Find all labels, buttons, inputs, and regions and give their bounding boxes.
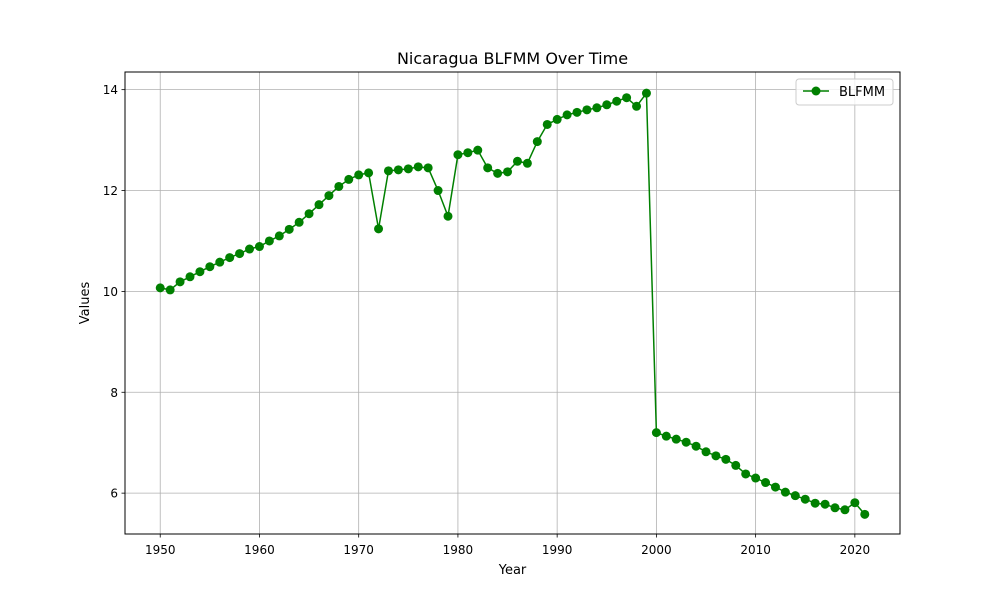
data-point [274, 231, 284, 241]
data-point [721, 454, 731, 464]
data-point [473, 145, 483, 155]
data-point [254, 242, 264, 252]
series-group [155, 88, 870, 519]
data-point [850, 498, 860, 508]
data-point [185, 272, 195, 282]
data-point [790, 491, 800, 501]
data-point [493, 168, 503, 178]
data-point [294, 217, 304, 227]
y-tick-label: 6 [110, 487, 118, 501]
data-point [443, 211, 453, 221]
data-point [423, 163, 433, 173]
data-point [403, 164, 413, 174]
data-point [632, 101, 642, 111]
data-point [681, 437, 691, 447]
legend-label: BLFMM [839, 85, 885, 100]
data-point [661, 431, 671, 441]
chart-title: Nicaragua BLFMM Over Time [397, 49, 628, 68]
legend-marker-swatch [811, 86, 821, 96]
data-point [810, 498, 820, 508]
y-tick-label: 12 [103, 184, 118, 198]
x-tick-label: 2020 [840, 543, 871, 557]
data-point [582, 105, 592, 115]
y-tick-label: 14 [103, 83, 118, 97]
data-point [354, 170, 364, 180]
data-point [800, 494, 810, 504]
plot-area-frame [124, 71, 901, 535]
data-point [592, 103, 602, 113]
data-point [651, 428, 661, 438]
data-point [314, 200, 324, 210]
data-point [334, 181, 344, 191]
x-tick-label: 2010 [740, 543, 771, 557]
data-point [433, 186, 443, 196]
y-tick-label: 10 [103, 285, 118, 299]
data-point [324, 191, 334, 201]
data-point [205, 262, 215, 272]
data-point [741, 469, 751, 479]
data-point [691, 441, 701, 451]
y-tick-label: 8 [110, 386, 118, 400]
data-point [175, 277, 185, 287]
data-point [215, 257, 225, 267]
data-point [612, 96, 622, 106]
data-point [840, 505, 850, 515]
data-point [671, 434, 681, 444]
data-point [711, 451, 721, 461]
x-tick-label: 2000 [641, 543, 672, 557]
data-point [751, 473, 761, 483]
grid-lines [125, 72, 900, 534]
x-tick-label: 1990 [542, 543, 573, 557]
x-axis-label: Year [498, 563, 527, 578]
data-point [512, 156, 522, 166]
data-point [165, 285, 175, 295]
legend: BLFMM [795, 78, 894, 106]
data-point [463, 148, 473, 158]
data-point [542, 119, 552, 129]
data-point [304, 209, 314, 219]
data-point [522, 158, 532, 168]
data-point [503, 167, 513, 177]
data-point [780, 487, 790, 497]
data-point [483, 163, 493, 173]
data-point [602, 100, 612, 110]
data-point [860, 509, 870, 519]
x-tick-label: 1970 [343, 543, 374, 557]
data-point [383, 166, 393, 176]
data-point [552, 114, 562, 124]
y-axis: 6 8 10 12 14 [103, 83, 125, 501]
data-point [622, 93, 632, 103]
data-point [572, 107, 582, 117]
data-point [830, 503, 840, 513]
data-point [393, 165, 403, 175]
y-axis-label: Values [78, 282, 93, 325]
data-point [264, 236, 274, 246]
data-point [284, 224, 294, 234]
data-point [770, 482, 780, 492]
data-point [641, 88, 651, 98]
data-point [453, 150, 463, 160]
x-tick-label: 1950 [145, 543, 176, 557]
data-point [731, 460, 741, 470]
data-point [562, 110, 572, 120]
x-tick-label: 1980 [443, 543, 474, 557]
data-point [820, 499, 830, 509]
data-point [364, 168, 374, 178]
data-point [413, 162, 423, 172]
data-point [245, 244, 255, 254]
data-point [532, 137, 542, 147]
data-point [225, 253, 235, 263]
data-point [761, 478, 771, 488]
x-axis: 1950 1960 1970 1980 1990 2000 2010 2020 [145, 534, 870, 557]
data-point [374, 224, 384, 234]
data-point [195, 267, 205, 277]
data-point [344, 174, 354, 184]
legend-box [795, 78, 894, 106]
data-point [235, 249, 245, 259]
x-tick-label: 1960 [244, 543, 275, 557]
data-point [155, 283, 165, 293]
data-point [701, 447, 711, 457]
